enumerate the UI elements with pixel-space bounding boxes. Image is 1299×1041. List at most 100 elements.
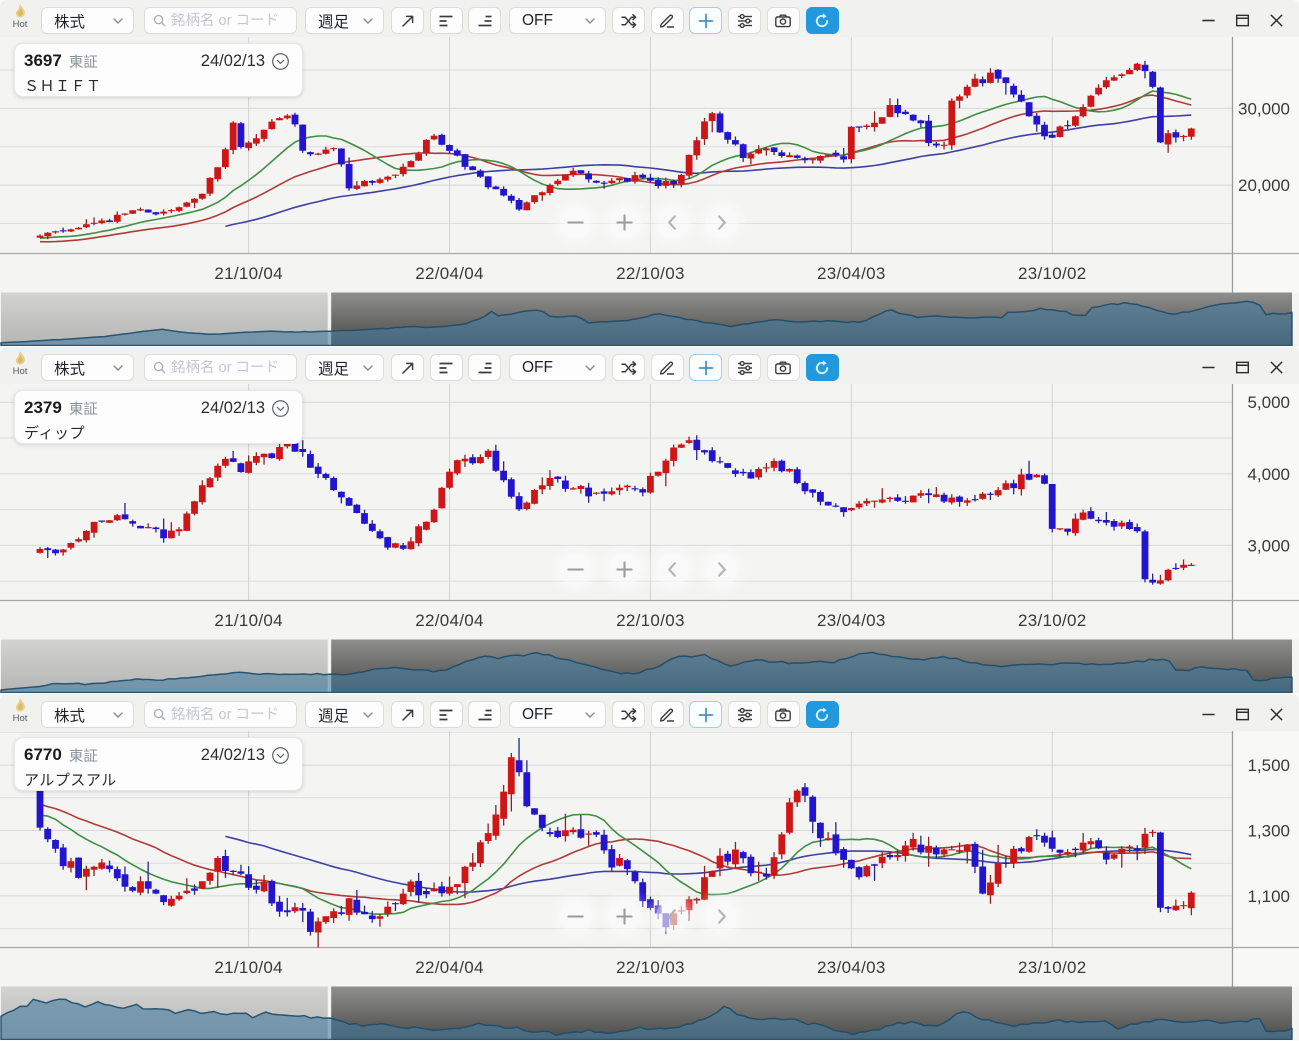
chart-window-3: Hot 株式 週足 OFF: [0, 694, 1299, 1040]
timeframe-select[interactable]: 週足: [305, 354, 384, 381]
add-chart-button[interactable]: [689, 354, 723, 381]
trend-arrow-button[interactable]: [391, 354, 424, 381]
market-select[interactable]: 株式: [41, 701, 134, 728]
search-input[interactable]: [171, 12, 288, 29]
navigator[interactable]: [0, 639, 1293, 693]
refresh-icon: [815, 359, 829, 374]
maximize-button[interactable]: [1229, 5, 1255, 35]
minimize-button[interactable]: [1195, 352, 1221, 382]
camera-button[interactable]: [766, 7, 800, 34]
pan-right-button[interactable]: [704, 899, 738, 933]
navigator[interactable]: [0, 986, 1293, 1040]
refresh-button[interactable]: [805, 354, 839, 381]
settings-sliders-button[interactable]: [728, 7, 762, 34]
market-select[interactable]: 株式: [41, 7, 134, 34]
flame-icon: [15, 351, 25, 365]
shuffle-button[interactable]: [612, 7, 645, 34]
symbol-search[interactable]: [144, 354, 297, 381]
refresh-button[interactable]: [805, 701, 839, 728]
quote-date: 24/02/13: [200, 398, 265, 417]
zoom-in-button[interactable]: [607, 205, 641, 239]
market-select[interactable]: 株式: [41, 354, 134, 381]
maximize-button[interactable]: [1229, 699, 1255, 729]
market-select-value: 株式: [54, 360, 86, 378]
trend-arrow-icon: [401, 709, 413, 721]
chevron-down-icon: [363, 711, 373, 718]
settings-sliders-button[interactable]: [728, 701, 762, 728]
close-button[interactable]: [1263, 699, 1289, 729]
align-right-lines-button[interactable]: [468, 701, 502, 728]
symbol-search[interactable]: [144, 7, 297, 34]
settings-sliders-button[interactable]: [728, 354, 762, 381]
pencil-button[interactable]: [650, 7, 684, 34]
comparison-select[interactable]: OFF: [509, 701, 606, 728]
collapse-circle-chevron-icon[interactable]: [271, 746, 290, 765]
x-axis-labels: 21/10/04 22/04/04 22/10/03 23/04/03 23/10/02: [214, 958, 1086, 977]
trend-arrow-button[interactable]: [391, 7, 424, 34]
comparison-select[interactable]: OFF: [509, 7, 606, 34]
pan-left-button[interactable]: [656, 552, 689, 586]
hot-label: Hot: [12, 366, 28, 377]
refresh-button[interactable]: [805, 7, 839, 34]
y-axis-labels: 30,000 20,000: [1238, 99, 1290, 195]
maximize-icon: [1235, 14, 1249, 26]
align-right-lines-icon: [478, 709, 492, 720]
hot-indicator[interactable]: Hot: [8, 350, 32, 382]
hot-indicator[interactable]: Hot: [8, 697, 32, 729]
pan-left-button[interactable]: [656, 899, 689, 933]
close-button[interactable]: [1263, 352, 1289, 382]
zoom-out-button[interactable]: [559, 205, 592, 239]
chevron-down-icon: [363, 17, 373, 24]
minus-icon: [567, 220, 584, 224]
maximize-icon: [1235, 708, 1249, 720]
timeframe-select[interactable]: 週足: [305, 7, 384, 34]
minimize-button[interactable]: [1195, 699, 1221, 729]
symbol-name: ディップ: [24, 424, 85, 442]
zoom-out-button[interactable]: [559, 899, 592, 933]
collapse-circle-chevron-icon[interactable]: [271, 52, 290, 71]
add-chart-button[interactable]: [689, 701, 723, 728]
pencil-button[interactable]: [650, 701, 684, 728]
zoom-in-button[interactable]: [607, 899, 641, 933]
pan-left-button[interactable]: [656, 205, 689, 239]
window-controls: [1195, 5, 1289, 35]
align-right-lines-button[interactable]: [468, 7, 502, 34]
trend-arrow-icon: [401, 362, 413, 374]
shuffle-button[interactable]: [612, 701, 645, 728]
chart-canvas[interactable]: 30,000 20,000 21/10/04 22/04/04 22/10/03 23/0…: [0, 37, 1299, 346]
close-button[interactable]: [1263, 5, 1289, 35]
align-left-lines-button[interactable]: [429, 354, 463, 381]
search-input[interactable]: [171, 359, 288, 376]
timeframe-select[interactable]: 週足: [305, 701, 384, 728]
camera-icon: [775, 708, 792, 721]
pan-right-button[interactable]: [704, 552, 738, 586]
align-right-lines-button[interactable]: [468, 354, 502, 381]
hot-indicator[interactable]: Hot: [8, 3, 32, 35]
chevron-down-icon: [585, 711, 595, 718]
zoom-in-button[interactable]: [607, 552, 641, 586]
pencil-button[interactable]: [650, 354, 684, 381]
trend-arrow-button[interactable]: [391, 701, 424, 728]
chevron-right-icon: [717, 908, 726, 924]
maximize-button[interactable]: [1229, 352, 1255, 382]
add-chart-button[interactable]: [689, 7, 723, 34]
navigator[interactable]: [0, 292, 1293, 346]
search-input[interactable]: [171, 706, 288, 723]
navigator-area-series: [0, 998, 1293, 1040]
collapse-circle-chevron-icon[interactable]: [271, 399, 290, 418]
align-left-lines-button[interactable]: [429, 701, 463, 728]
symbol-name: アルプスアル: [24, 771, 117, 789]
comparison-select[interactable]: OFF: [509, 354, 606, 381]
zoom-out-button[interactable]: [559, 552, 592, 586]
camera-button[interactable]: [766, 354, 800, 381]
pan-right-button[interactable]: [704, 205, 738, 239]
symbol-search[interactable]: [144, 701, 297, 728]
minimize-button[interactable]: [1195, 5, 1221, 35]
svg-text:1,300: 1,300: [1247, 822, 1290, 841]
comparison-select-value: OFF: [522, 358, 553, 376]
camera-button[interactable]: [766, 701, 800, 728]
align-left-lines-button[interactable]: [429, 7, 463, 34]
minimize-icon: [1201, 366, 1215, 368]
shuffle-button[interactable]: [612, 354, 645, 381]
